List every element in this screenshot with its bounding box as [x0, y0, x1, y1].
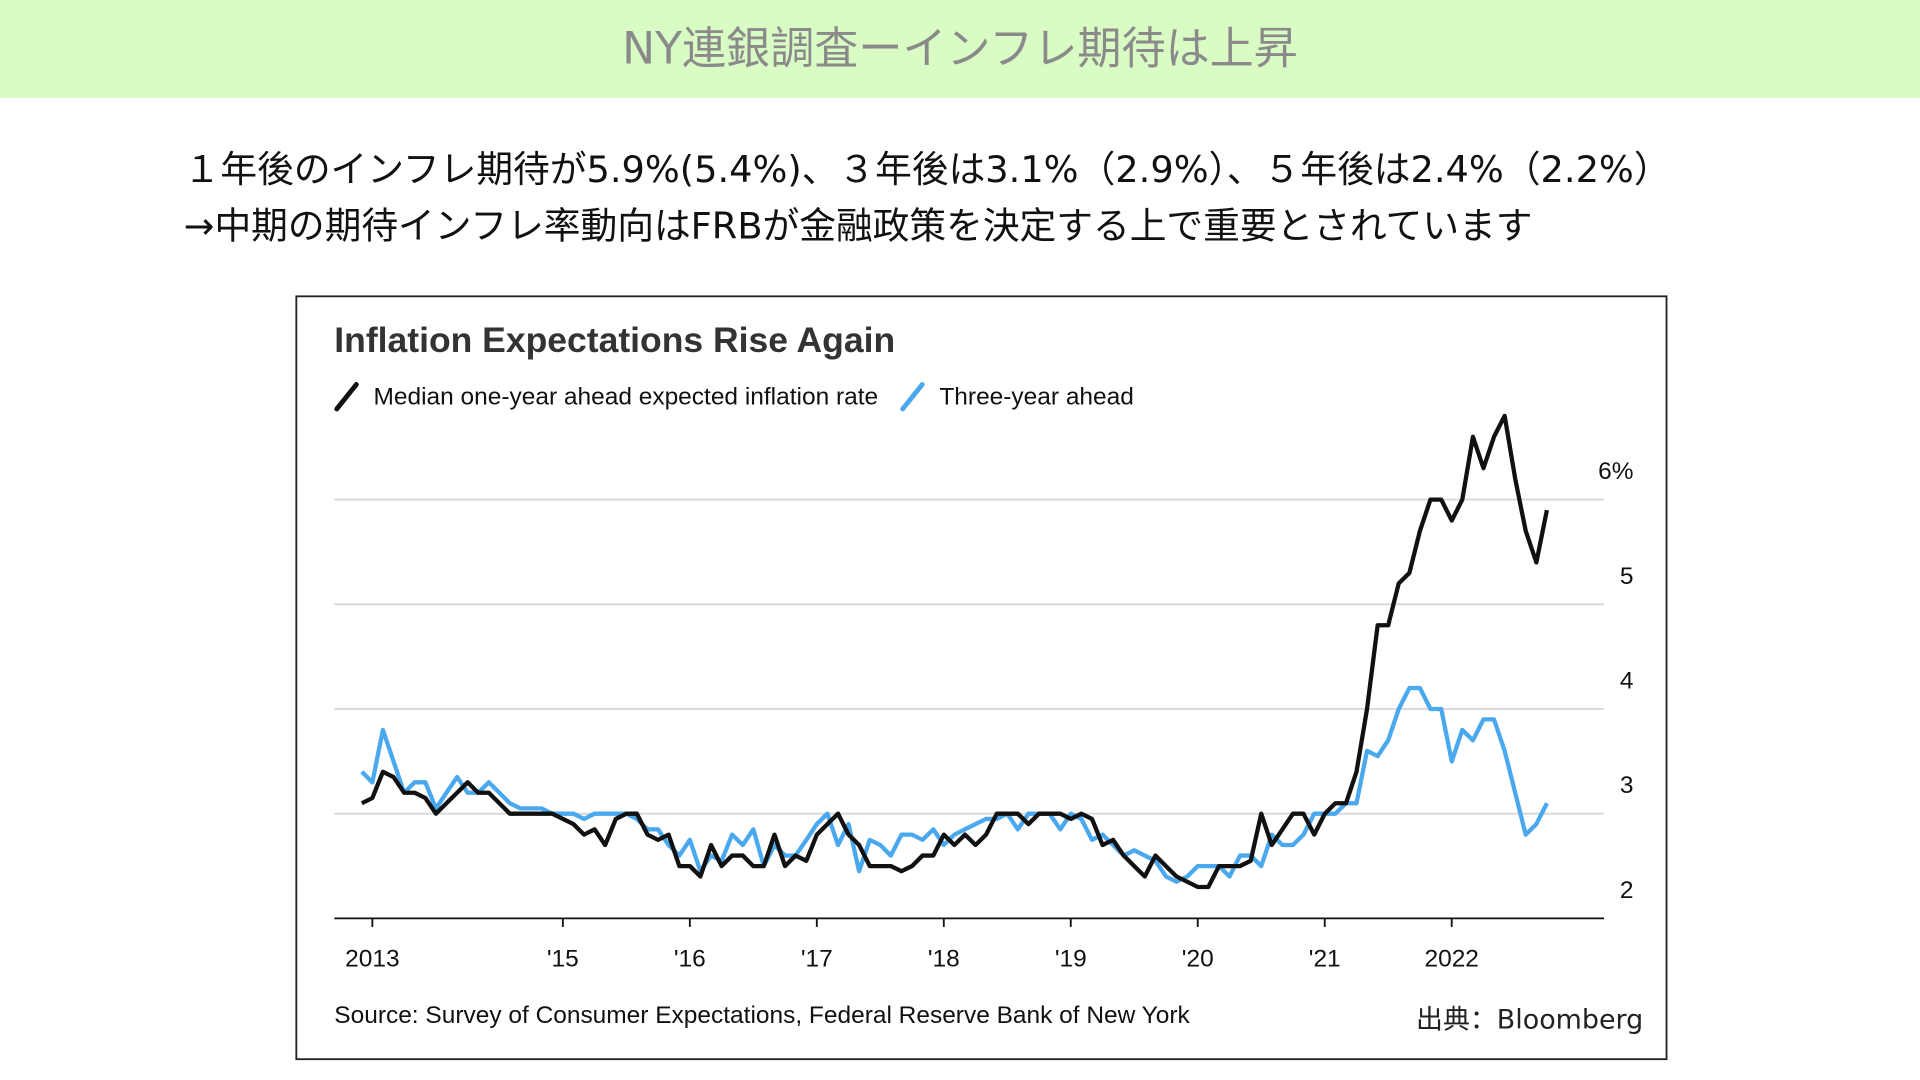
- chart-frame: [295, 295, 1668, 1061]
- x-tick-label: '18: [928, 945, 960, 972]
- x-tick-label: '19: [1055, 945, 1087, 972]
- note-line: →中期の期待インフレ率動向はFRBが金融政策を決定する上で重要とされています: [184, 204, 1533, 247]
- x-tick-label: '17: [801, 945, 833, 972]
- chart-title: Inflation Expectations Rise Again: [334, 320, 895, 360]
- header-title: NY連銀調査ーインフレ期待は上昇: [622, 23, 1298, 74]
- x-tick-label: '15: [547, 945, 579, 972]
- header-band: [0, 0, 1920, 98]
- x-tick-label: '20: [1182, 945, 1214, 972]
- y-tick-label: 5: [1620, 563, 1634, 590]
- legend-swatch: [334, 382, 359, 412]
- chart-source: Source: Survey of Consumer Expectations,…: [334, 1002, 1190, 1029]
- x-tick-label: 2022: [1424, 945, 1478, 972]
- y-tick-label: 6%: [1598, 458, 1633, 485]
- x-tick-label: 2013: [345, 945, 399, 972]
- note-line: １年後のインフレ期待が5.9%(5.4%)、３年後は3.1%（2.9%）、５年後…: [184, 148, 1671, 191]
- y-tick-label: 3: [1620, 772, 1634, 799]
- x-tick-label: '21: [1309, 945, 1341, 972]
- series-line: [360, 685, 1549, 884]
- y-tick-label: 4: [1620, 668, 1634, 695]
- series-line: [360, 413, 1549, 890]
- credit: 出典：Bloomberg: [1416, 1005, 1643, 1036]
- legend-swatch: [900, 382, 925, 412]
- legend-label: Median one-year ahead expected inflation…: [373, 383, 878, 410]
- plot: 2 3 4 5 6% 2013 '15 '16 '17 '18 '19 '20 '21 2022 Media…: [334, 382, 1634, 972]
- x-tick-label: '16: [674, 945, 706, 972]
- y-tick-label: 2: [1620, 877, 1634, 904]
- legend-label: Three-year ahead: [939, 383, 1134, 410]
